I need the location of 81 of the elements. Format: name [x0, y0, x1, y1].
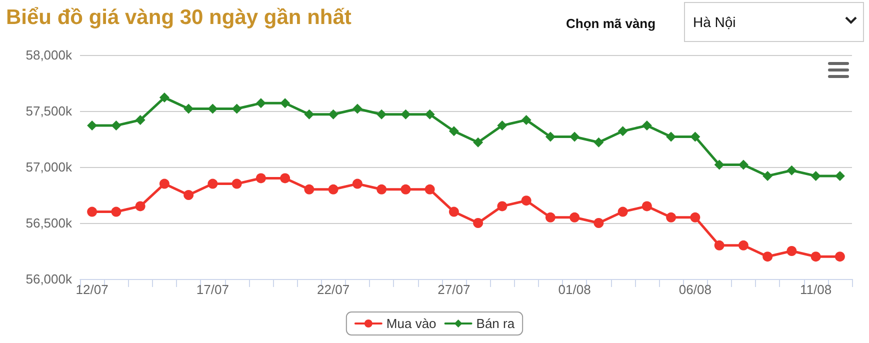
point	[473, 137, 484, 148]
point	[642, 120, 652, 131]
point	[497, 120, 508, 131]
y-tick-label: 56,500k	[26, 216, 72, 230]
point	[618, 126, 628, 136]
point	[184, 190, 194, 200]
point	[111, 206, 122, 217]
point	[328, 184, 338, 194]
y-tick-label: 58,000k	[26, 48, 72, 62]
point	[570, 132, 580, 142]
point	[448, 126, 459, 136]
x-tick-label: 22/07	[317, 282, 350, 297]
point	[135, 114, 146, 125]
x-tick-label: 11/08	[800, 282, 832, 297]
point	[666, 132, 676, 142]
point	[497, 201, 508, 212]
point	[786, 165, 797, 176]
point	[810, 170, 821, 181]
point	[834, 252, 845, 262]
point	[642, 201, 652, 212]
legend-label: Mua vào	[386, 316, 436, 331]
point	[400, 109, 411, 120]
point	[666, 212, 676, 222]
point	[87, 206, 98, 217]
point	[738, 160, 748, 170]
point	[376, 109, 387, 120]
point	[594, 137, 604, 148]
point	[304, 184, 314, 194]
x-tick-label: 12/07	[76, 282, 108, 297]
point	[834, 170, 845, 181]
point	[256, 173, 266, 184]
point	[352, 178, 362, 189]
point	[618, 206, 628, 217]
point	[762, 252, 773, 262]
text: Hà Nội	[684, 2, 864, 42]
point	[424, 184, 435, 194]
point	[159, 92, 170, 103]
point	[521, 196, 532, 206]
point	[111, 120, 122, 131]
point	[762, 170, 773, 181]
point	[256, 98, 266, 108]
chart-title: Biểu đồ giá vàng 30 ngày gần nhất	[6, 6, 352, 30]
x-tick-label: 27/07	[438, 282, 470, 297]
y-tick-label: 56,000k	[26, 272, 72, 286]
point	[184, 104, 194, 114]
point	[448, 206, 459, 217]
point	[352, 104, 362, 114]
point	[208, 104, 218, 114]
point	[738, 240, 748, 250]
point	[400, 184, 411, 194]
point	[159, 178, 170, 189]
point	[280, 98, 290, 108]
x-tick-label: 01/08	[558, 282, 591, 297]
point	[690, 212, 700, 222]
point	[810, 252, 821, 262]
point	[280, 173, 290, 184]
point	[232, 104, 242, 114]
point	[424, 109, 435, 120]
y-tick-label: 57,000k	[26, 160, 72, 174]
point	[328, 109, 338, 120]
point	[690, 132, 700, 142]
point	[786, 246, 797, 256]
point	[521, 114, 532, 125]
point	[545, 132, 556, 142]
point	[473, 218, 484, 228]
point	[570, 212, 580, 222]
legend-label: Bán ra	[476, 316, 516, 331]
x-tick-label: 06/08	[678, 282, 712, 297]
point	[545, 212, 556, 222]
point	[304, 109, 314, 120]
y-tick-label: 57,500k	[26, 104, 72, 118]
point	[714, 160, 724, 170]
x-tick-label: 17/07	[196, 282, 229, 297]
point	[714, 240, 724, 250]
point	[208, 178, 218, 189]
point	[232, 178, 242, 189]
point	[87, 120, 98, 131]
point	[594, 218, 604, 228]
point	[135, 201, 146, 212]
point	[376, 184, 387, 194]
text: Chọn mã vàng	[566, 16, 656, 31]
